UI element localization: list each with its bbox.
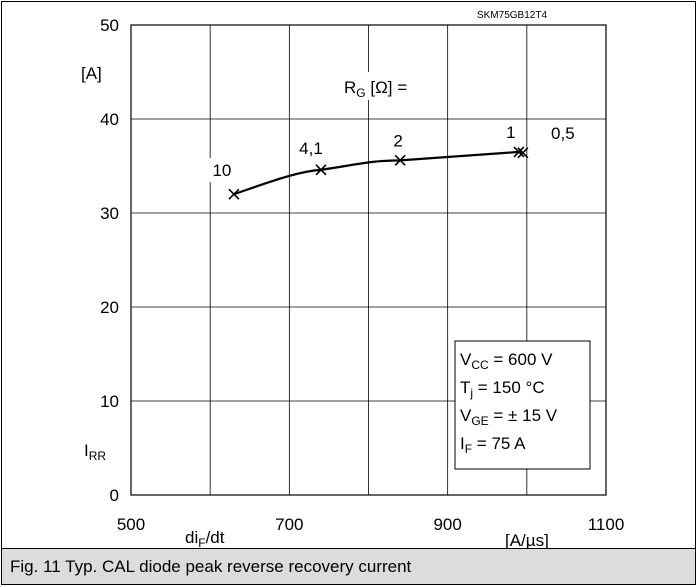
y-tick-label: 40 xyxy=(100,110,119,129)
point-label: 1 xyxy=(506,123,515,142)
series-line xyxy=(233,150,524,196)
y-tick-label: 0 xyxy=(110,486,119,505)
point-label-bg xyxy=(385,128,412,153)
conditions-text: VCC = 600 V Tj = 150 °C VGE = ± 15 V IF = 7… xyxy=(460,350,558,456)
x-tick-label: 900 xyxy=(433,515,461,534)
chart: 0 10 20 30 40 50 500 700 900 1100 SKM75GB12T4 [A… xyxy=(81,10,624,548)
condition-line: VGE = ± 15 V xyxy=(460,406,558,428)
series-markers xyxy=(228,146,529,200)
point-label-bg xyxy=(499,119,522,144)
y-tick-label: 20 xyxy=(100,298,119,317)
plot-area xyxy=(130,24,607,496)
condition-line: VCC = 600 V xyxy=(460,350,553,372)
point-label: 10 xyxy=(212,161,231,180)
data-point-marker xyxy=(513,146,525,158)
data-point-marker xyxy=(315,164,327,176)
conditions-box xyxy=(454,340,591,470)
data-point-marker xyxy=(394,154,406,166)
point-label-bg xyxy=(541,120,584,145)
x-tick-label: 700 xyxy=(275,515,303,534)
y-tick-label: 10 xyxy=(100,392,119,411)
y-axis-unit: [A] xyxy=(81,64,102,83)
x-axis-unit: [A/µs] xyxy=(505,531,549,548)
x-tick-label: 1100 xyxy=(588,515,625,534)
point-label: 2 xyxy=(393,131,402,150)
point-labels: 10 4,1 2 1 0,5 xyxy=(205,119,584,183)
x-axis-label: diF/dt xyxy=(185,528,225,548)
figure-caption: Fig. 11 Typ. CAL diode peak reverse reco… xyxy=(1,548,696,585)
y-tick-label: 50 xyxy=(100,16,119,35)
point-label-bg xyxy=(291,135,331,160)
condition-line: Tj = 150 °C xyxy=(460,378,545,400)
point-label-bg xyxy=(205,158,238,183)
rg-label: RG [Ω] = xyxy=(344,78,407,100)
x-tick-labels: 500 700 900 1100 xyxy=(117,515,624,534)
point-label: 0,5 xyxy=(551,124,575,143)
series-path xyxy=(233,150,524,196)
x-tick-label: 500 xyxy=(117,515,145,534)
y-axis-label: IRR xyxy=(84,441,106,463)
point-label: 4,1 xyxy=(299,139,323,158)
y-tick-labels: 0 10 20 30 40 50 xyxy=(100,16,119,505)
reference-label: SKM75GB12T4 xyxy=(477,10,547,21)
rg-label-bg xyxy=(338,72,434,100)
data-point-marker xyxy=(228,188,240,200)
y-tick-label: 30 xyxy=(100,204,119,223)
condition-line: IF = 75 A xyxy=(460,434,526,456)
data-point-marker xyxy=(517,147,529,159)
